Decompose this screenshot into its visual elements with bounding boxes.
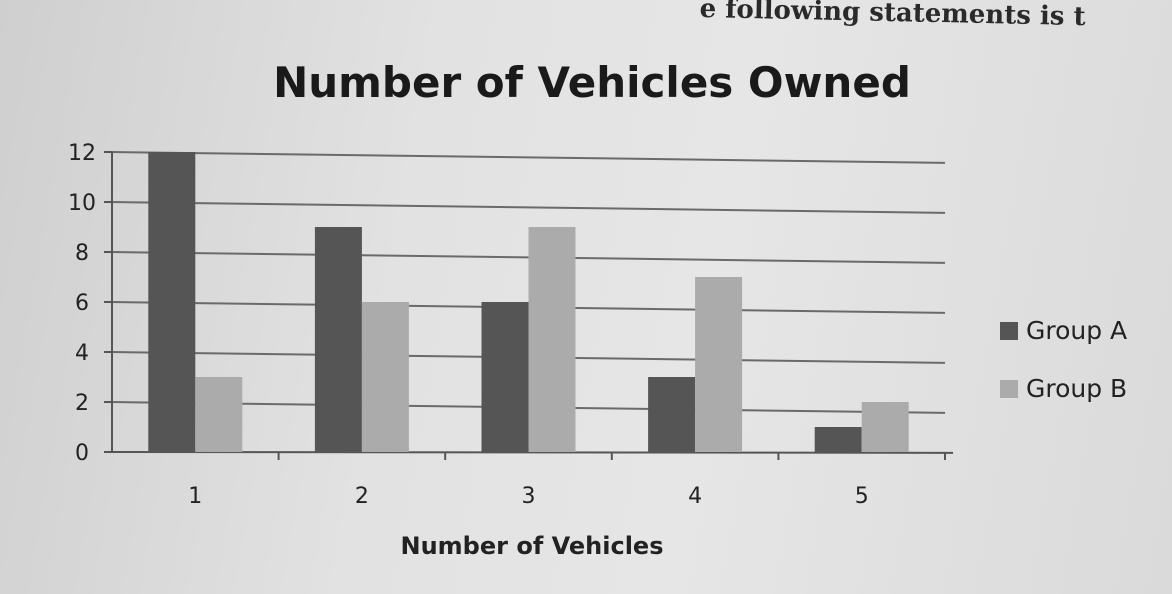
bar-group-a-2 bbox=[314, 227, 362, 452]
y-tick-label: 12 bbox=[68, 141, 96, 166]
legend-label: Group B bbox=[1026, 374, 1127, 403]
x-tick-label: 5 bbox=[855, 484, 869, 509]
legend-item-group-a: Group A bbox=[1000, 316, 1127, 345]
chart-title: Number of Vehicles Owned bbox=[273, 58, 911, 107]
bar-group-b-1 bbox=[195, 377, 243, 452]
y-tick-label: 8 bbox=[75, 241, 89, 266]
axes bbox=[104, 151, 954, 460]
gridline bbox=[111, 201, 946, 214]
bar-group-b-4 bbox=[695, 277, 743, 452]
bar-group-b-5 bbox=[861, 402, 909, 452]
legend-label: Group A bbox=[1026, 316, 1127, 345]
x-axis-title: Number of Vehicles bbox=[401, 532, 664, 560]
x-tick-label: 4 bbox=[688, 484, 702, 509]
legend-swatch bbox=[1000, 380, 1018, 398]
x-axis-line bbox=[111, 451, 954, 454]
x-tick-label: 3 bbox=[522, 484, 536, 509]
y-tick-label: 10 bbox=[68, 191, 96, 216]
x-tick-label: 1 bbox=[188, 484, 202, 509]
legend-swatch bbox=[1000, 322, 1018, 340]
legend: Group A Group B bbox=[1000, 316, 1127, 403]
y-tick-label: 4 bbox=[75, 341, 89, 366]
y-tick-label: 2 bbox=[75, 391, 89, 416]
bar-group-b-2 bbox=[361, 302, 409, 452]
bar-group-b-3 bbox=[528, 227, 576, 452]
bar-group-a-1 bbox=[148, 152, 196, 452]
y-tick-label: 6 bbox=[75, 291, 89, 316]
x-tick-label: 2 bbox=[355, 484, 369, 509]
bar-group-a-3 bbox=[481, 302, 529, 452]
legend-item-group-b: Group B bbox=[1000, 374, 1127, 403]
bar-group-a-5 bbox=[814, 427, 862, 452]
y-tick-label: 0 bbox=[75, 441, 89, 466]
gridline bbox=[111, 151, 946, 164]
bar-group-a-4 bbox=[648, 377, 696, 452]
bars bbox=[148, 152, 909, 452]
